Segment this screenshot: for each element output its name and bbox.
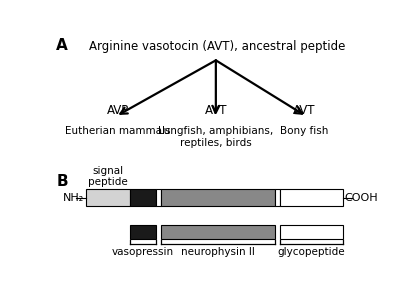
Text: glycopeptide: glycopeptide [278,247,345,257]
Text: B: B [56,174,68,189]
Text: neurophysin II: neurophysin II [181,247,255,257]
Text: vasopressin: vasopressin [112,247,174,257]
Bar [161,225,275,239]
Bar [275,189,280,206]
Text: Arginine vasotocin (AVT), ancestral peptide: Arginine vasotocin (AVT), ancestral pept… [89,39,346,53]
Text: A: A [56,38,68,53]
Bar [156,189,161,206]
Bar [130,189,156,206]
Bar [280,225,343,239]
Text: Eutherian mammals: Eutherian mammals [66,126,171,136]
Text: signal
peptide: signal peptide [88,166,128,187]
Bar [161,189,275,206]
Text: COOH: COOH [344,193,378,202]
Text: Lungfish, amphibians,
reptiles, birds: Lungfish, amphibians, reptiles, birds [158,126,274,148]
Text: AVT: AVT [205,104,227,117]
Text: Bony fish: Bony fish [280,126,328,136]
Bar [280,189,343,206]
Text: AVT: AVT [293,104,316,117]
Text: AVP: AVP [107,104,129,117]
Text: NH₂: NH₂ [63,193,84,202]
Bar [130,225,156,239]
Bar [86,189,130,206]
